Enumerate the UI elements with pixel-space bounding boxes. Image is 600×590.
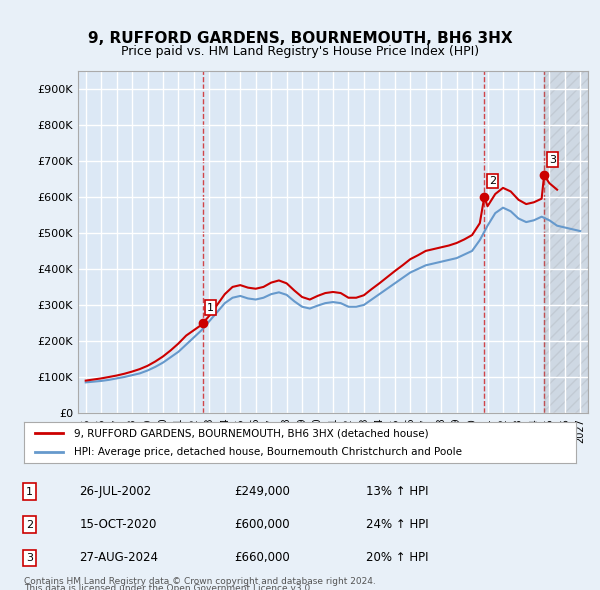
Text: HPI: Average price, detached house, Bournemouth Christchurch and Poole: HPI: Average price, detached house, Bour…: [74, 447, 461, 457]
Text: 24% ↑ HPI: 24% ↑ HPI: [366, 518, 429, 532]
Text: 27-AUG-2024: 27-AUG-2024: [79, 551, 158, 565]
Bar: [544, 71, 588, 413]
Text: £249,000: £249,000: [234, 485, 290, 499]
Text: 9, RUFFORD GARDENS, BOURNEMOUTH, BH6 3HX (detached house): 9, RUFFORD GARDENS, BOURNEMOUTH, BH6 3HX…: [74, 428, 428, 438]
Text: 13% ↑ HPI: 13% ↑ HPI: [366, 485, 429, 499]
Text: Contains HM Land Registry data © Crown copyright and database right 2024.: Contains HM Land Registry data © Crown c…: [24, 577, 376, 586]
Text: 3: 3: [26, 553, 33, 563]
Text: 26-JUL-2002: 26-JUL-2002: [79, 485, 151, 499]
Text: 15-OCT-2020: 15-OCT-2020: [79, 518, 157, 532]
Text: 3: 3: [549, 155, 556, 165]
Text: 1: 1: [26, 487, 33, 497]
Text: £660,000: £660,000: [234, 551, 290, 565]
Text: This data is licensed under the Open Government Licence v3.0.: This data is licensed under the Open Gov…: [24, 584, 313, 590]
Text: 2: 2: [26, 520, 33, 530]
Text: £600,000: £600,000: [234, 518, 289, 532]
Text: 1: 1: [207, 303, 214, 313]
Text: 20% ↑ HPI: 20% ↑ HPI: [366, 551, 429, 565]
Text: Price paid vs. HM Land Registry's House Price Index (HPI): Price paid vs. HM Land Registry's House …: [121, 45, 479, 58]
Text: 9, RUFFORD GARDENS, BOURNEMOUTH, BH6 3HX: 9, RUFFORD GARDENS, BOURNEMOUTH, BH6 3HX: [88, 31, 512, 46]
Text: 2: 2: [489, 176, 496, 186]
